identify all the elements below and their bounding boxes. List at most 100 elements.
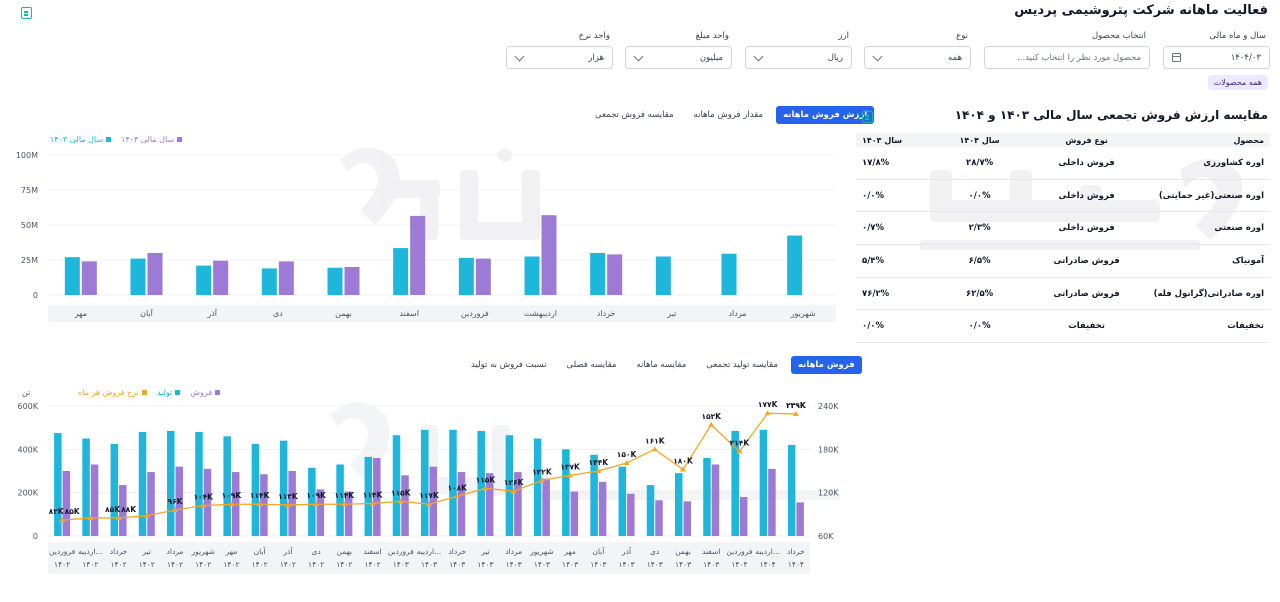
bottom-chart-tab-4[interactable]: نسبت فروش به تولید	[471, 360, 547, 370]
sale-rate-point[interactable]	[651, 446, 658, 452]
bar-1404[interactable]	[475, 258, 491, 295]
bar-1404[interactable]	[147, 253, 163, 295]
bar-production[interactable]	[618, 466, 627, 536]
bar-sales[interactable]	[288, 471, 296, 536]
bar-sales[interactable]	[90, 464, 99, 537]
bar-production[interactable]	[562, 449, 570, 536]
bar-sales[interactable]	[373, 458, 381, 536]
bar-1403[interactable]	[327, 267, 343, 295]
bar-1403[interactable]	[130, 258, 146, 295]
chevron-down-icon[interactable]	[753, 51, 764, 61]
bar-production[interactable]	[477, 430, 485, 536]
bar-1403[interactable]	[458, 257, 474, 295]
sale-rate-point[interactable]	[567, 472, 574, 478]
bar-production[interactable]	[675, 473, 683, 536]
bar-production[interactable]	[731, 430, 739, 536]
bottom-chart-tab-0[interactable]: فروش ماهانه	[790, 356, 862, 374]
bar-1403[interactable]	[393, 248, 409, 295]
bar-sales[interactable]	[542, 478, 550, 536]
chevron-down-icon[interactable]	[633, 51, 644, 61]
bar-production[interactable]	[392, 435, 401, 536]
bar-sales[interactable]	[739, 497, 748, 536]
bar-sales[interactable]	[655, 500, 663, 536]
legend-item-sales[interactable]: فروش	[190, 388, 221, 397]
bottom-chart-tab-2[interactable]: مقایسه ماهانه	[636, 360, 687, 370]
header-sale-type[interactable]: نوع فروش	[1025, 133, 1148, 147]
bar-production[interactable]	[759, 429, 768, 536]
bar-sales[interactable]	[796, 502, 804, 536]
bar-production[interactable]	[364, 456, 373, 536]
bar-production[interactable]	[279, 440, 288, 536]
bar-sales[interactable]	[175, 466, 184, 536]
chevron-down-icon[interactable]	[514, 51, 525, 61]
currency-select[interactable]: ریال	[745, 46, 852, 69]
legend-item-production[interactable]: تولید	[157, 388, 181, 397]
bar-production[interactable]	[590, 454, 598, 536]
bar-production[interactable]	[138, 432, 147, 536]
sale-rate-point[interactable]	[538, 477, 545, 483]
bar-production[interactable]	[251, 443, 260, 536]
bar-1404[interactable]	[81, 261, 97, 295]
sale-rate-point[interactable]	[792, 410, 799, 416]
bar-sales[interactable]	[260, 474, 268, 536]
bar-sales[interactable]	[683, 501, 692, 536]
header-year-1404[interactable]: سال ۱۴۰۴	[933, 133, 1026, 147]
bar-1404[interactable]	[213, 260, 229, 295]
left-chart-tab-1[interactable]: مقدار فروش ماهانه	[693, 110, 764, 120]
bar-1403[interactable]	[787, 235, 803, 296]
sale-rate-point[interactable]	[369, 500, 376, 506]
document-icon[interactable]	[862, 111, 873, 123]
bar-1404[interactable]	[541, 215, 557, 295]
amount-unit-select[interactable]: میلیون	[625, 46, 732, 69]
legend-item-1404[interactable]: سال مالی ۱۴۰۴	[121, 135, 183, 144]
sale-rate-point[interactable]	[115, 514, 122, 520]
sale-rate-point[interactable]	[426, 501, 432, 507]
sale-rate-point[interactable]	[228, 501, 235, 507]
bar-production[interactable]	[223, 436, 231, 536]
bar-1404[interactable]	[278, 261, 294, 295]
sale-rate-point[interactable]	[284, 501, 291, 507]
legend-item-sale-rate[interactable]: نرخ فروش هر ماه	[78, 388, 147, 397]
header-product[interactable]: محصول	[1147, 133, 1270, 147]
sale-rate-point[interactable]	[680, 466, 686, 472]
sale-rate-point[interactable]	[623, 460, 630, 466]
bar-1404[interactable]	[410, 215, 426, 295]
bar-production[interactable]	[787, 445, 796, 536]
products-chip[interactable]: همه محصولات	[1207, 75, 1268, 90]
bar-production[interactable]	[336, 464, 344, 537]
legend-item-1403[interactable]: سال مالی ۱۴۰۳	[50, 135, 112, 144]
bar-production[interactable]	[449, 429, 457, 536]
bar-sales[interactable]	[598, 481, 607, 536]
sale-rate-point[interactable]	[200, 502, 207, 508]
sale-rate-point[interactable]	[256, 501, 263, 507]
bar-sales[interactable]	[457, 472, 466, 536]
bar-1403[interactable]	[524, 256, 540, 296]
sale-rate-point[interactable]	[59, 517, 66, 523]
header-year-1403[interactable]: سال ۱۴۰۳	[856, 133, 934, 147]
bar-sales[interactable]	[711, 464, 720, 537]
sale-rate-point[interactable]	[143, 512, 150, 518]
sale-rate-point[interactable]	[510, 488, 517, 494]
bar-1403[interactable]	[196, 265, 212, 295]
bar-sales[interactable]	[147, 472, 155, 536]
document-icon[interactable]	[21, 7, 32, 19]
bar-1403[interactable]	[655, 256, 671, 296]
bar-1404[interactable]	[607, 254, 623, 295]
calendar-icon[interactable]	[1172, 53, 1181, 62]
sale-rate-point[interactable]	[454, 493, 461, 499]
bar-1403[interactable]	[64, 257, 80, 295]
sale-rate-point[interactable]	[172, 507, 178, 512]
sale-rate-point[interactable]	[341, 501, 348, 507]
bar-1403[interactable]	[261, 268, 277, 295]
bar-sales[interactable]	[570, 491, 579, 536]
bar-production[interactable]	[195, 432, 203, 536]
bar-sales[interactable]	[203, 468, 212, 536]
rate-unit-select[interactable]: هزار	[506, 46, 613, 69]
bar-sales[interactable]	[316, 489, 325, 536]
bottom-chart-tab-3[interactable]: مقایسه فصلی	[566, 360, 617, 370]
sale-rate-point[interactable]	[595, 468, 602, 473]
type-select[interactable]: همه	[864, 46, 971, 69]
bar-production[interactable]	[646, 485, 655, 536]
bar-sales[interactable]	[429, 466, 438, 536]
bar-production[interactable]	[308, 467, 316, 536]
